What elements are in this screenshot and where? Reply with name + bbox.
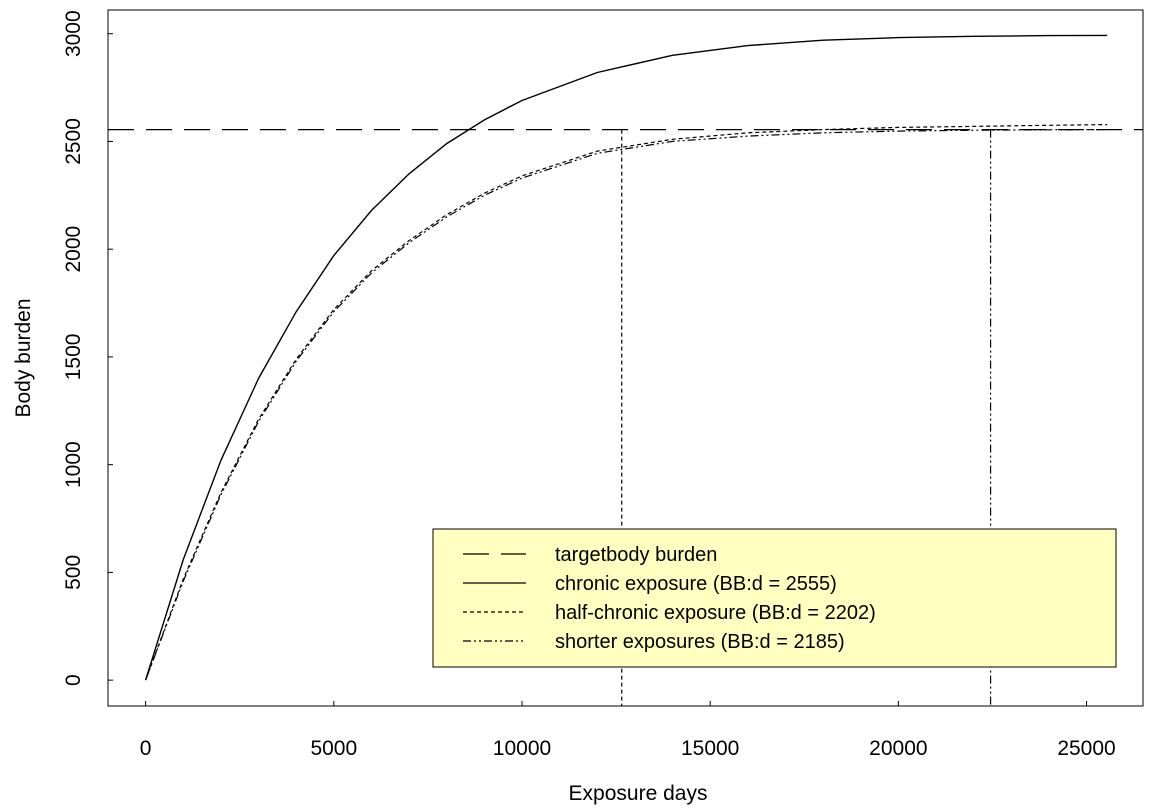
y-tick-label: 3000 bbox=[62, 10, 85, 57]
x-tick-label: 5000 bbox=[310, 737, 357, 760]
plot-frame bbox=[107, 9, 1144, 707]
x-axis: 0 5000 10000 15000 20000 25000 bbox=[140, 701, 1116, 760]
y-tick-label: 1500 bbox=[62, 334, 85, 381]
legend-label: targetbody burden bbox=[555, 544, 717, 566]
x-axis-label: Exposure days bbox=[569, 782, 708, 805]
x-tick-label: 10000 bbox=[493, 737, 551, 760]
legend-box bbox=[432, 528, 1117, 668]
series-line bbox=[145, 124, 1108, 681]
series-group bbox=[108, 34, 1143, 706]
x-tick-label: 20000 bbox=[869, 737, 927, 760]
y-axis-label: Body burden bbox=[12, 298, 35, 417]
y-tick-label: 2000 bbox=[62, 226, 85, 273]
y-tick-label: 2500 bbox=[62, 118, 85, 165]
x-tick-label: 15000 bbox=[681, 737, 739, 760]
series-line bbox=[145, 129, 1108, 681]
y-axis: 0 500 1000 1500 2000 2500 3000 bbox=[62, 10, 113, 686]
y-tick-label: 1000 bbox=[62, 441, 85, 488]
legend-label: half-chronic exposure (BB:d = 2202) bbox=[555, 602, 876, 624]
legend-label: shorter exposures (BB:d = 2185) bbox=[555, 631, 845, 653]
plot-frame-group bbox=[107, 9, 1144, 707]
x-tick-label: 25000 bbox=[1057, 737, 1115, 760]
x-tick-label: 0 bbox=[140, 737, 152, 760]
y-tick-label: 500 bbox=[62, 555, 85, 590]
series-line bbox=[144, 34, 1108, 681]
legend: targetbody burden chronic exposure (BB:d … bbox=[432, 528, 1117, 668]
y-tick-label: 0 bbox=[62, 674, 85, 686]
legend-label: chronic exposure (BB:d = 2555) bbox=[555, 573, 837, 595]
